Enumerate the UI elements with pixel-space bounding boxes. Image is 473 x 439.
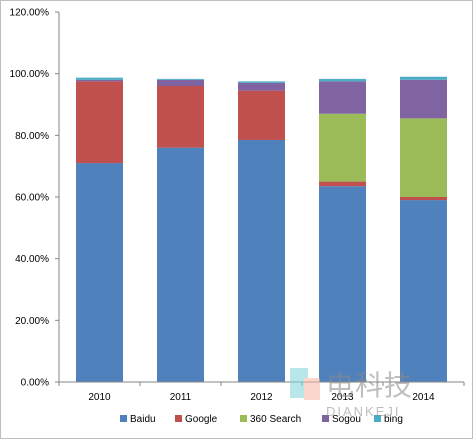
legend-swatch	[322, 415, 329, 422]
bar-segment	[238, 81, 285, 83]
y-tick-label: 80.00%	[15, 131, 49, 142]
watermark-cn: 电科技	[326, 370, 413, 401]
y-tick-label: 100.00%	[10, 69, 50, 80]
bar-segment	[400, 197, 447, 201]
x-tick-label: 2012	[250, 392, 273, 403]
bar-segment	[238, 139, 285, 382]
bar-segment	[400, 79, 447, 119]
y-tick-label: 0.00%	[21, 378, 49, 389]
legend-swatch	[374, 415, 381, 422]
legend-swatch	[240, 415, 247, 422]
legend-label: bing	[384, 414, 403, 425]
watermark-logo: 电科技 DIANKEJI	[290, 368, 413, 419]
y-axis: 0.00% 20.00% 40.00% 60.00% 80.00% 100.00% 120.…	[10, 8, 60, 389]
bar-segment	[319, 78, 366, 82]
y-tick-label: 20.00%	[15, 316, 49, 327]
bar-segment	[238, 82, 285, 91]
x-axis: 2010 2011 2012 2013 2014	[58, 381, 465, 403]
legend-label: Sogou	[332, 414, 361, 425]
bar-segment	[238, 90, 285, 140]
bar-segment	[76, 79, 123, 82]
x-tick-label: 2010	[88, 392, 111, 403]
bar-segment	[76, 77, 123, 80]
x-tick-label: 2013	[331, 392, 354, 403]
bar-segment	[76, 81, 123, 164]
bar-segment	[400, 118, 447, 197]
bar-segment	[400, 200, 447, 382]
bar-segment	[400, 76, 447, 80]
bar-segment	[157, 78, 204, 80]
bar-segment	[157, 86, 204, 148]
legend-label: Google	[185, 414, 218, 425]
bar-segment	[157, 147, 204, 382]
watermark-shape-1	[290, 368, 308, 398]
legend-swatch	[175, 415, 182, 422]
legend-label: 360 Search	[250, 414, 301, 425]
bar-segment	[319, 81, 366, 114]
y-tick-label: 60.00%	[15, 193, 49, 204]
bar-segment	[76, 163, 123, 382]
x-tick-label: 2011	[170, 392, 192, 403]
watermark-shape-2	[304, 378, 320, 400]
x-tick-label: 2014	[412, 392, 435, 403]
watermark-en: DIANKEJI	[326, 404, 401, 419]
bars-group	[76, 76, 447, 382]
legend: Baidu Google 360 Search Sogou bing	[120, 414, 403, 425]
legend-label: Baidu	[130, 414, 156, 425]
bar-segment	[319, 181, 366, 187]
bar-segment	[157, 79, 204, 86]
legend-swatch	[120, 415, 127, 422]
bar-segment	[319, 113, 366, 182]
bar-segment	[319, 186, 366, 382]
y-tick-label: 40.00%	[15, 254, 49, 265]
y-tick-label: 120.00%	[10, 8, 50, 19]
